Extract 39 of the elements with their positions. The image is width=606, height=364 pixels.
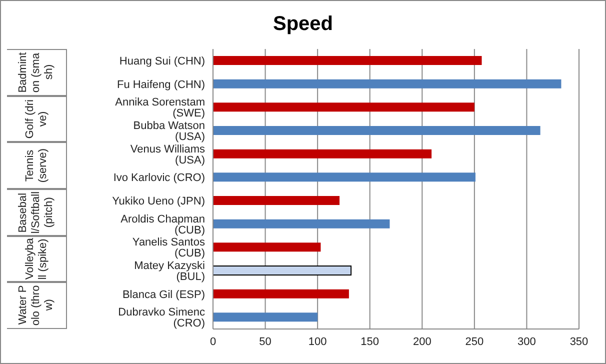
chart-title: Speed — [272, 13, 334, 36]
y-tick-label: Dubravko Simenc (CRO) — [118, 306, 206, 330]
group-label-cell: Badminton (smash) — [7, 49, 67, 96]
y-tick-label: Bubba Watson (USA) — [133, 120, 205, 144]
group-label-cell: Tennis (serve) — [7, 142, 67, 189]
x-tick-label: 200 — [412, 336, 432, 348]
bar — [213, 312, 318, 322]
x-tick-label: 50 — [259, 336, 272, 348]
bar — [213, 172, 476, 182]
y-tick-label: Annika Sorenstam (SWE) — [115, 96, 205, 120]
y-tick-label: Yanelis Santos (CUB) — [132, 236, 206, 260]
group-label-cell: Water Polo (throw) — [7, 282, 67, 329]
y-tick-label: Venus Williams (USA) — [130, 143, 206, 166]
bar — [213, 219, 390, 228]
y-tick-label: Yukiko Ueno (JPN) — [112, 196, 205, 208]
x-tick-label: 300 — [518, 336, 536, 348]
group-label-cell: Baseball/Softball (pitch) — [7, 189, 67, 236]
bar — [213, 149, 432, 158]
bar — [213, 266, 352, 276]
x-tick-label: 250 — [465, 336, 484, 348]
y-tick-label: Huang Sui (CHN) — [119, 56, 205, 68]
bar — [213, 242, 321, 252]
y-tick-label: Aroldis Chapman (CUB) — [120, 213, 205, 236]
x-tick-label: 350 — [570, 336, 588, 348]
bar — [213, 126, 540, 135]
x-tick-label: 100 — [308, 336, 327, 348]
bar — [213, 102, 474, 112]
bar — [213, 196, 340, 205]
y-tick-label: Blanca Gil (ESP) — [122, 288, 205, 301]
x-tick-label: 150 — [360, 336, 380, 348]
bar — [213, 56, 482, 65]
y-tick-label: Fu Haifeng (CHN) — [116, 78, 205, 91]
group-label-cell: Golf (drive) — [7, 96, 67, 142]
group-label-cell: Volleyball (spike) — [7, 236, 67, 282]
bar — [213, 289, 349, 298]
bar — [213, 79, 562, 88]
x-tick-label: 0 — [210, 336, 216, 348]
y-tick-label: Ivo Karlovic (CRO) — [113, 172, 205, 184]
y-tick-label: Matey Kazyski (BUL) — [134, 260, 205, 284]
